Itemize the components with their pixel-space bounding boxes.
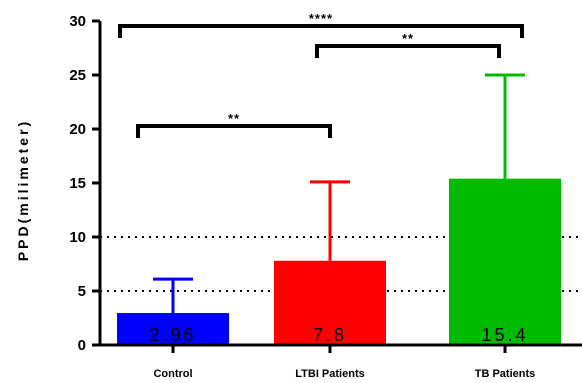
y-tick-label: 20 [69,121,86,138]
y-tick-label: 0 [78,337,86,354]
data-label: 15.4 [481,325,528,345]
significance-label: ** [402,31,414,46]
y-axis-title: PPD(milimeter) [15,119,31,261]
significance-label: **** [309,11,333,26]
bar [274,260,386,345]
x-tick-label: TB Patients [475,368,536,380]
y-tick-label: 5 [78,283,86,300]
significance-bracket [118,24,524,38]
significance-label: ** [228,111,240,126]
y-tick-label: 10 [69,229,86,246]
significance-bracket [315,44,501,58]
data-label: 7.8 [313,325,347,345]
x-tick-label: Control [153,368,192,380]
bar [117,313,229,345]
data-label: 2.96 [149,325,196,345]
bar [449,178,561,345]
significance-bracket [136,124,332,138]
y-tick-label: 30 [69,13,86,30]
x-tick-label: LTBI Patients [295,368,364,380]
y-tick-label: 25 [69,67,86,84]
y-tick-label: 15 [69,175,86,192]
